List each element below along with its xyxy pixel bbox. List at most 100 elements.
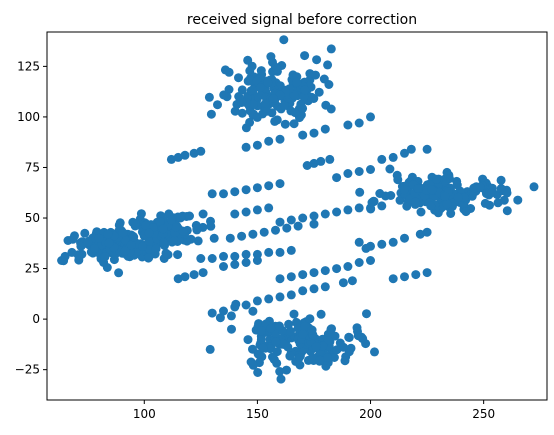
data-point	[196, 146, 206, 156]
data-point	[275, 247, 285, 257]
data-point	[180, 272, 190, 282]
data-point	[370, 347, 379, 357]
data-point	[226, 311, 236, 321]
data-point	[207, 308, 217, 318]
data-point	[264, 247, 274, 257]
data-point	[83, 237, 93, 247]
data-point	[227, 324, 236, 334]
data-point	[241, 207, 251, 217]
data-point	[400, 233, 409, 243]
data-point	[366, 256, 375, 265]
data-point	[298, 213, 308, 223]
data-point	[275, 90, 285, 100]
data-point	[219, 306, 228, 316]
data-point	[343, 262, 353, 271]
data-point	[285, 351, 295, 361]
data-point	[312, 55, 322, 65]
data-point	[114, 268, 124, 278]
data-point	[332, 207, 342, 217]
data-point	[282, 223, 292, 233]
data-point	[332, 173, 342, 183]
data-point	[366, 112, 375, 122]
data-point	[320, 266, 330, 276]
data-point	[276, 374, 286, 384]
data-point	[499, 195, 509, 205]
data-point	[264, 294, 274, 304]
data-point	[422, 227, 432, 237]
data-point	[270, 116, 280, 126]
data-point	[252, 205, 262, 215]
data-point	[321, 100, 331, 110]
data-point	[225, 233, 235, 243]
data-point	[253, 368, 263, 377]
data-point	[176, 213, 185, 223]
data-point	[366, 203, 375, 213]
data-point	[305, 314, 315, 324]
data-point	[258, 343, 268, 353]
data-point	[264, 136, 274, 146]
data-point	[129, 232, 139, 242]
data-point	[354, 237, 364, 247]
data-point	[309, 211, 319, 221]
data-point	[275, 217, 285, 227]
data-point	[402, 201, 412, 211]
data-point	[136, 209, 146, 219]
data-point	[219, 251, 228, 261]
data-point	[307, 92, 317, 102]
data-point	[173, 152, 183, 162]
data-point	[282, 365, 291, 375]
data-point	[355, 187, 365, 197]
data-point	[475, 182, 485, 192]
data-point	[377, 239, 387, 249]
data-point	[354, 167, 364, 176]
data-point	[320, 124, 330, 134]
data-point	[230, 260, 240, 269]
data-point	[426, 201, 436, 211]
data-point	[326, 44, 336, 54]
data-point	[274, 321, 284, 331]
data-point	[151, 244, 161, 254]
data-point	[254, 319, 264, 329]
data-point	[144, 244, 154, 254]
data-point	[144, 228, 154, 238]
data-point	[284, 319, 294, 329]
data-point	[298, 286, 308, 296]
data-point	[94, 233, 104, 243]
data-point	[264, 181, 274, 191]
data-point	[126, 240, 136, 250]
y-tick-label: 50	[25, 211, 40, 225]
data-point	[68, 234, 78, 244]
data-point	[241, 249, 251, 259]
plot-frame	[46, 31, 548, 401]
data-point	[248, 99, 258, 109]
data-point	[309, 268, 319, 278]
data-point	[316, 309, 326, 319]
data-point	[248, 229, 258, 239]
data-point	[461, 207, 471, 217]
y-tick-label: 75	[25, 160, 40, 174]
data-point	[362, 309, 371, 319]
data-point	[330, 331, 340, 341]
data-point	[406, 144, 416, 154]
data-point	[381, 191, 390, 201]
data-point	[80, 228, 90, 238]
data-point	[354, 118, 364, 128]
data-point	[220, 65, 230, 75]
data-point	[415, 229, 425, 239]
data-point	[440, 191, 450, 201]
y-tick-label: 125	[17, 59, 40, 73]
data-point	[311, 342, 321, 352]
data-point	[159, 237, 169, 247]
data-point	[343, 169, 353, 178]
data-point	[307, 325, 317, 335]
y-axis: −25 0 25 50 75 100 125	[15, 59, 47, 377]
data-point	[354, 258, 364, 267]
data-point	[422, 268, 432, 278]
data-point	[453, 192, 463, 202]
data-point	[307, 353, 317, 363]
data-point	[209, 233, 219, 243]
data-point	[272, 64, 282, 74]
data-point	[241, 185, 251, 195]
chart-title: received signal before correction	[187, 12, 417, 28]
